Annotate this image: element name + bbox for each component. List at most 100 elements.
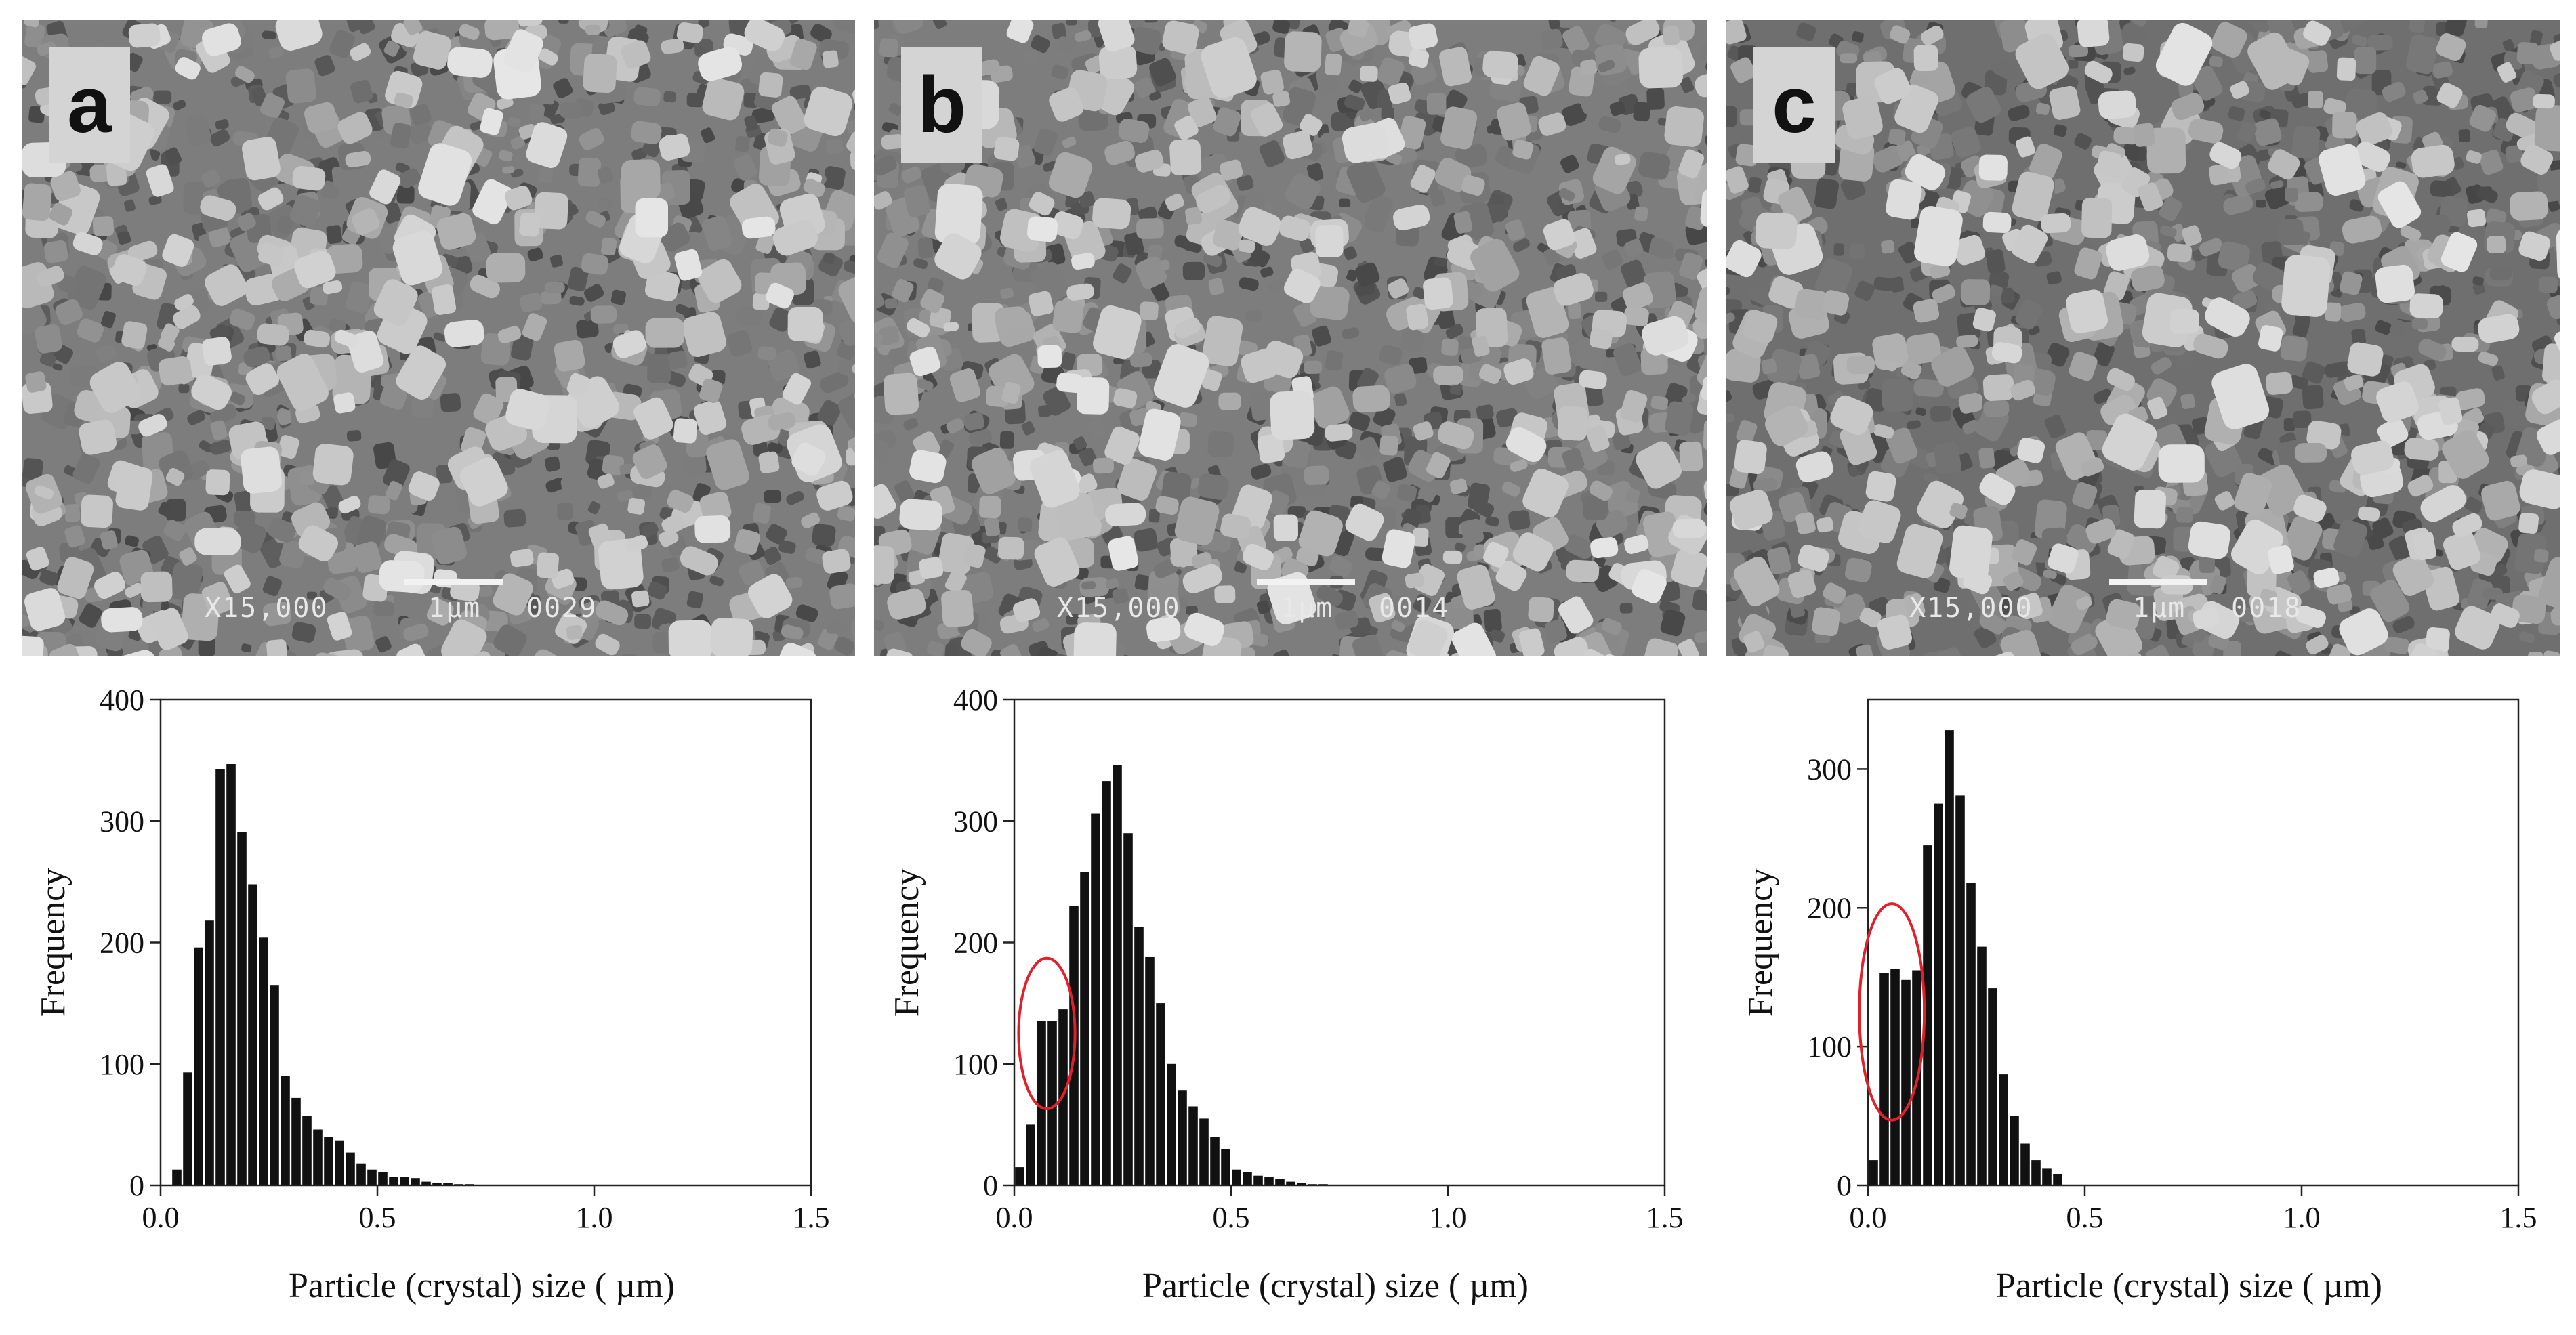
plot-frame [1013,698,1666,1187]
y-tick-label: 100 [100,1048,144,1081]
panel-letter: a [49,47,130,163]
x-tick-label: 0.5 [1213,1201,1250,1234]
histogram-bar [237,832,247,1185]
y-tick-label: 200 [100,927,144,960]
histogram-bar [1221,1149,1230,1185]
scale-bar [2109,579,2207,585]
histogram-bar [378,1172,388,1185]
histogram-bar [291,1097,301,1185]
histogram-bar [183,1072,192,1185]
histogram-bar [302,1116,312,1185]
histogram-bar [1091,813,1100,1185]
histogram-bar [1901,979,1911,1185]
histogram-bar [1890,969,1900,1185]
sem-magnification: X15,000 [1909,593,2033,624]
x-tick-label: 1.5 [1646,1201,1684,1234]
histogram-c: 0.0 0.5 1.0 1.5 0 100 200 300 Particle (crystal)… [1741,698,2537,1305]
histogram-bar [1145,957,1155,1185]
y-tick-label: 200 [1807,891,1852,925]
histogram-bar [2053,1174,2062,1185]
histogram-bar [443,1183,453,1185]
sem-scale-label: 1µm [2133,593,2186,624]
histogram-bar [1037,1021,1046,1185]
histogram-bar [1243,1172,1252,1185]
x-tick-label: 1.5 [793,1201,830,1234]
histogram-bar [1945,730,1954,1185]
histogram-bar [2020,1143,2030,1185]
highlight-ellipse [1858,902,1926,1122]
histogram-bar [1232,1169,1241,1185]
histogram-bar [1080,872,1089,1185]
histogram-bar [1275,1179,1285,1185]
histogram-bar [389,1177,398,1185]
histogram-bar [1210,1137,1220,1185]
y-tick-label: 300 [953,805,998,838]
bars [172,764,474,1185]
histogram-bar [1253,1175,1263,1185]
bars [1869,730,2062,1185]
y-tick-label: 300 [1807,753,1852,786]
x-tick-label: 1.0 [1430,1201,1467,1234]
sem-image-id: 0018 [2231,593,2302,624]
histogram-bar [270,985,279,1185]
histogram-bar [432,1183,442,1185]
y-tick-label: 200 [953,927,998,960]
histogram-bar [1102,781,1111,1185]
x-tick-label: 0.5 [359,1201,396,1234]
histogram-bar [1869,1160,1878,1185]
histogram-c-container: 0.0 0.5 1.0 1.5 0 100 200 300 Particle (crystal)… [1707,664,2561,1335]
sem-texture [22,20,855,656]
histogram-bar [1879,973,1889,1185]
histogram-bar [1999,1074,2008,1185]
sem-scale-label: 1µm [428,593,482,624]
x-axis-title: Particle (crystal) size ( µm) [1996,1267,2382,1305]
histogram-bar [346,1152,355,1185]
y-tick-label: 100 [953,1048,998,1081]
sem-micrograph-c: c X15,000 1µm 0018 [1726,20,2560,656]
histogram-a: 0.0 0.5 1.0 1.5 0 100 200 300 400 Particle (cryst… [34,683,830,1305]
scale-bar [1257,579,1355,585]
y-tick-label: 400 [953,683,998,717]
histogram-bar [1199,1118,1209,1185]
y-axis-title: Frequency [1741,868,1780,1017]
histogram-bar [1923,845,1932,1185]
histogram-bar [172,1169,182,1185]
histogram-bar [194,947,203,1185]
sem-image-id: 0029 [526,593,598,624]
sem-magnification: X15,000 [205,593,329,624]
histogram-bar [2042,1168,2052,1185]
histogram-bar [1286,1181,1295,1185]
x-tick-label: 0.0 [996,1201,1033,1234]
histogram-bar [1156,1003,1165,1185]
histogram-bar [259,937,268,1185]
sem-scale-label: 1µm [1281,593,1334,624]
plot-frame [159,698,812,1187]
histogram-bar [1934,803,1943,1185]
histogram-bar [1264,1177,1274,1185]
x-tick-label: 0.0 [142,1201,180,1234]
histogram-bar [1297,1183,1306,1185]
plot-frame [1867,698,2520,1187]
histogram-bar [324,1137,333,1185]
histogram-bar [215,769,225,1185]
histogram-bar [205,920,214,1185]
histogram-bar [1047,1021,1057,1185]
x-tick-label: 1.5 [2500,1201,2537,1234]
histogram-bar [281,1076,290,1185]
histogram-bar [248,884,257,1185]
histogram-bar [411,1178,420,1185]
sem-magnification: X15,000 [1057,593,1181,624]
sem-texture [1726,20,2560,656]
y-tick-label: 300 [100,805,144,838]
histogram-bar [356,1163,366,1185]
histogram-bar [1988,988,1997,1185]
histogram-bar [1955,795,1965,1185]
histogram-bar [1167,1063,1176,1186]
sem-micrograph-a: a X15,000 1µm 0029 [22,20,855,656]
histogram-bar [1015,1167,1024,1185]
histogram-bar [2010,1116,2019,1185]
y-tick-label: 0 [983,1169,998,1202]
y-tick-label: 400 [100,683,144,717]
histogram-bar [1966,883,1976,1185]
bars [1015,765,1328,1186]
